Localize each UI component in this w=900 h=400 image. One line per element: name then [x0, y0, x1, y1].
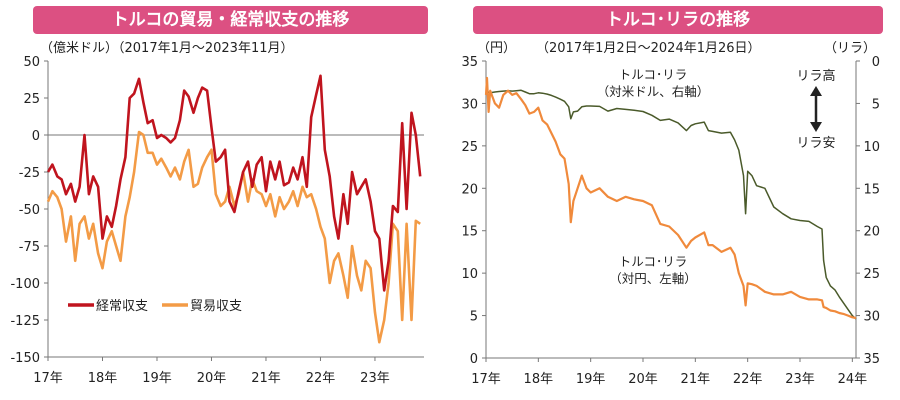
x-tick-label: 22年	[733, 372, 763, 387]
x-tick-label: 18年	[88, 371, 118, 386]
y-axis-left-label: （円）	[477, 41, 516, 56]
x-tick-label: 17年	[471, 372, 501, 387]
x-tick-label: 17年	[33, 371, 63, 386]
trade-balance-panel: 50 25 0 -25 -50 -75 -100 -125 -150 17年 18年 19年 20年 21…	[0, 0, 440, 400]
y-tick-label-left: 25	[461, 140, 478, 155]
annotation-lira-strong: リラ高	[796, 68, 835, 84]
y-tick-label: -50	[19, 203, 40, 218]
series-label-usd: トルコ･リラ（対米ドル、右軸）	[597, 67, 710, 99]
x-tick-label: 23年	[360, 371, 390, 386]
legend-label-trade-balance: 貿易収支	[190, 299, 242, 314]
x-tick-label: 21年	[681, 372, 711, 387]
trade-balance-chart: 50 25 0 -25 -50 -75 -100 -125 -150 17年 18年 19年 20年 21…	[10, 40, 424, 386]
y-tick-label: -100	[10, 277, 40, 292]
series-line-current-account	[46, 74, 422, 292]
lira-panel: 35 30 25 20 15 10 5 0 0 5 10 15 20 25 30 35 17年 18年 19年 20年…	[448, 0, 900, 400]
y-tick-label-left: 10	[461, 267, 478, 282]
y-tick-label-right: 0	[872, 55, 880, 70]
chart-title: トルコの貿易・経常収支の推移	[33, 6, 428, 34]
y-tick-label: -125	[10, 314, 40, 329]
series-line-lira-usd	[485, 89, 857, 320]
chart-subtitle: （億米ドル）（2017年1月～2023年11月）	[40, 40, 293, 56]
y-tick-label: 25	[23, 92, 40, 107]
y-tick-label: -150	[10, 351, 40, 366]
x-tick-label: 18年	[524, 372, 554, 387]
y-tick-label: -25	[19, 166, 40, 181]
x-tick-label: 19年	[576, 372, 606, 387]
y-tick-label-right: 25	[863, 267, 880, 282]
series-label-jpy: トルコ･リラ（対円、左軸）	[609, 254, 697, 286]
y-tick-label: 50	[23, 55, 40, 70]
y-tick-label-left: 20	[461, 182, 478, 197]
y-tick-label-right: 20	[863, 225, 880, 240]
x-tick-label: 19年	[142, 371, 172, 386]
lira-chart: 35 30 25 20 15 10 5 0 0 5 10 15 20 25 30 35 17年 18年 19年 20年…	[461, 41, 880, 387]
y-tick-label-left: 5	[470, 310, 478, 325]
legend-label-current-account: 経常収支	[96, 299, 148, 314]
x-tick-label: 22年	[306, 371, 336, 386]
chart-legend: 経常収支 貿易収支	[68, 299, 242, 314]
chart-title: トルコ･リラの推移	[473, 6, 883, 34]
y-tick-label-right: 15	[863, 182, 880, 197]
y-tick-label-right: 35	[863, 352, 880, 367]
x-tick-label: 20年	[197, 371, 227, 386]
x-tick-label: 20年	[628, 372, 658, 387]
double-arrow-icon	[810, 86, 822, 132]
x-tick-label: 24年	[838, 372, 868, 387]
y-tick-label-right: 30	[863, 310, 880, 325]
y-tick-label-left: 15	[461, 225, 478, 240]
y-tick-label-right: 10	[863, 140, 880, 155]
x-tick-label: 23年	[785, 372, 815, 387]
y-axis-right-label: （リラ）	[824, 41, 876, 56]
x-tick-label: 21年	[251, 371, 281, 386]
series-line-lira-jpy	[484, 76, 857, 320]
y-tick-label-left: 30	[461, 97, 478, 112]
y-tick-label: -75	[19, 240, 40, 255]
y-tick-label-left: 35	[461, 55, 478, 70]
y-tick-label-left: 0	[470, 352, 478, 367]
y-tick-label: 0	[32, 129, 40, 144]
y-tick-label-right: 5	[872, 97, 880, 112]
annotation-lira-weak: リラ安	[796, 136, 835, 151]
chart-subtitle: （2017年1月2日～2024年1月26日）	[536, 41, 761, 56]
